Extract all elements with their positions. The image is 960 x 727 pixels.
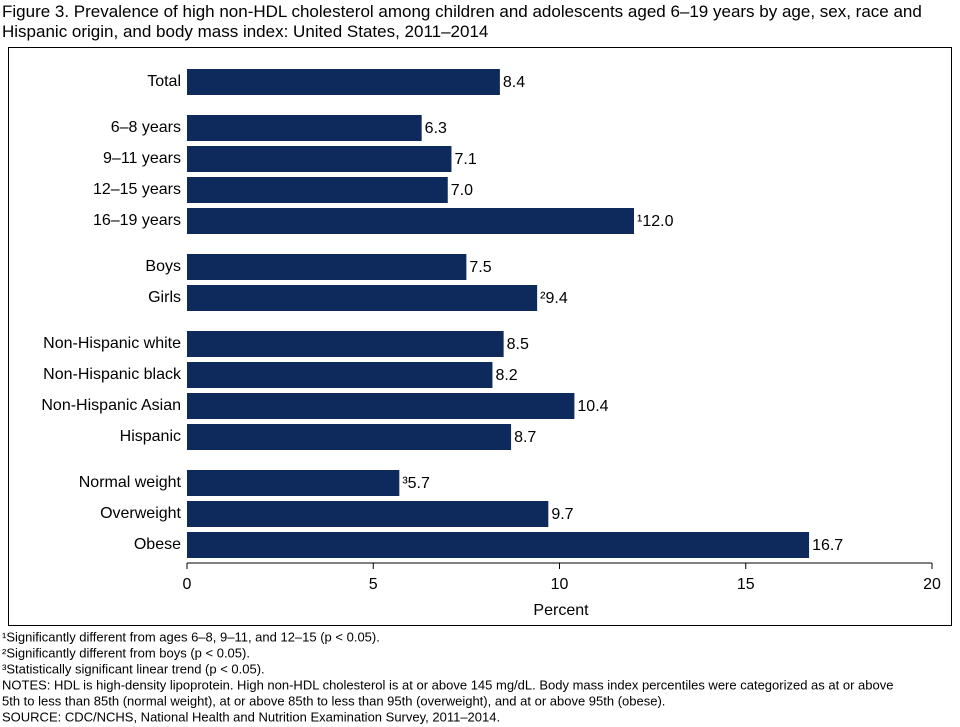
x-tick-label: 15 xyxy=(737,576,755,593)
value-label: ³5.7 xyxy=(402,475,430,492)
x-tick-label: 20 xyxy=(923,576,941,593)
category-label: Hispanic xyxy=(120,428,181,445)
bar xyxy=(187,208,634,234)
footnote: ³Statistically significant linear trend … xyxy=(2,661,265,676)
value-label: 8.4 xyxy=(503,74,525,91)
category-label: 9–11 years xyxy=(103,150,181,167)
category-label: Non-Hispanic Asian xyxy=(41,397,181,414)
bar xyxy=(187,115,422,141)
category-label: 16–19 years xyxy=(93,212,181,229)
category-label: 12–15 years xyxy=(93,181,181,198)
footnote: ¹Significantly different from ages 6–8, … xyxy=(2,629,380,644)
footnote: 5th to less than 85th (normal weight), a… xyxy=(2,693,665,708)
footnote: NOTES: HDL is high-density lipoprotein. … xyxy=(2,677,893,692)
value-label: 7.0 xyxy=(451,182,473,199)
chart-title: Figure 3. Prevalence of high non-HDL cho… xyxy=(2,2,922,41)
category-label: Obese xyxy=(134,536,181,553)
bar xyxy=(187,362,493,388)
value-label: 16.7 xyxy=(812,537,843,554)
bar xyxy=(187,501,549,527)
bar xyxy=(187,393,575,419)
footnote: SOURCE: CDC/NCHS, National Health and Nu… xyxy=(2,709,500,724)
bar xyxy=(187,177,448,203)
value-label: 6.3 xyxy=(425,120,447,137)
value-label: 10.4 xyxy=(577,398,608,415)
bar xyxy=(187,69,500,95)
value-label: ²9.4 xyxy=(540,290,568,307)
category-label: Girls xyxy=(148,289,181,306)
bar xyxy=(187,254,467,280)
chart-frame xyxy=(8,47,952,626)
value-label: 8.7 xyxy=(514,429,536,446)
category-label: Non-Hispanic white xyxy=(43,335,181,352)
x-tick-label: 0 xyxy=(183,576,192,593)
category-label: Total xyxy=(147,73,181,90)
bar xyxy=(187,532,810,558)
x-axis-label: Percent xyxy=(533,602,589,619)
value-label: ¹12.0 xyxy=(637,213,674,230)
category-label: Normal weight xyxy=(79,474,182,491)
category-label: 6–8 years xyxy=(111,119,181,136)
value-label: 7.5 xyxy=(469,259,491,276)
value-label: 8.2 xyxy=(495,367,517,384)
bar xyxy=(187,470,400,496)
x-tick-label: 5 xyxy=(369,576,378,593)
category-label: Non-Hispanic black xyxy=(43,366,182,383)
value-label: 7.1 xyxy=(454,151,476,168)
value-label: 8.5 xyxy=(507,336,529,353)
value-label: 9.7 xyxy=(551,506,573,523)
category-label: Overweight xyxy=(100,505,181,522)
bar xyxy=(187,146,452,172)
bar xyxy=(187,424,512,450)
category-label: Boys xyxy=(145,258,181,275)
bar xyxy=(187,285,538,311)
bar xyxy=(187,331,504,357)
footnote: ²Significantly different from boys (p < … xyxy=(2,645,250,660)
x-tick-label: 10 xyxy=(551,576,569,593)
